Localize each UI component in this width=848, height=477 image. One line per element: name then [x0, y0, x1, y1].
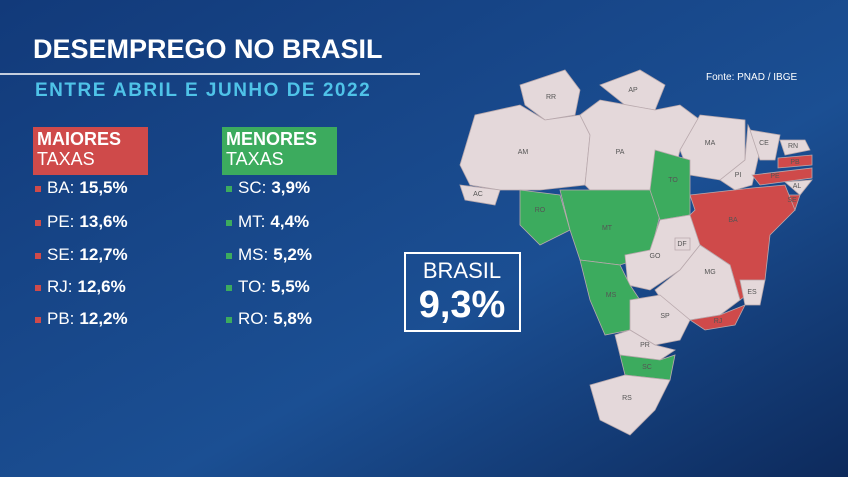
bullet [226, 317, 232, 323]
state-label: PR [640, 342, 650, 349]
national-box [404, 252, 521, 332]
highest-heading: TAXAS [37, 149, 95, 169]
state-label: MG [704, 269, 715, 276]
bullet [226, 285, 232, 291]
rate: 5,8% [273, 309, 312, 328]
bullet [226, 220, 232, 226]
rate: 3,9% [271, 178, 310, 197]
state [459, 104, 591, 191]
list-item: TO: 5,5% [238, 277, 310, 296]
bullet [35, 186, 41, 192]
source: Fonte: PNAD / IBGE [706, 72, 797, 83]
list-item: MS: 5,2% [238, 245, 312, 264]
state [784, 179, 813, 196]
state-code: PB: [47, 309, 74, 328]
state-code: PE: [47, 212, 74, 231]
state-label: PA [616, 149, 625, 156]
rate: 15,5% [79, 178, 127, 197]
state-label: SE [787, 197, 797, 204]
title: DESEMPREGO NO BRASIL [33, 34, 383, 64]
bullet [35, 220, 41, 226]
state [459, 184, 501, 206]
state-label: SC [642, 364, 652, 371]
state-label: MT [602, 225, 613, 232]
state-code: MS: [238, 245, 268, 264]
state-label: PI [735, 172, 742, 179]
subtitle: ENTRE ABRIL E JUNHO DE 2022 [35, 80, 371, 101]
state [674, 237, 691, 251]
state-code: MT: [238, 212, 265, 231]
state-code: SE: [47, 245, 74, 264]
state-label: TO [668, 177, 678, 184]
state-label: RJ [714, 318, 723, 325]
bullet [35, 317, 41, 323]
state-label: MS [606, 292, 617, 299]
bullet [226, 253, 232, 259]
bullet [35, 285, 41, 291]
state [619, 354, 676, 381]
state-label: DF [677, 241, 686, 248]
state [749, 129, 781, 161]
state-label: CE [759, 140, 769, 147]
state [589, 374, 671, 436]
state-label: RR [546, 94, 556, 101]
lowest-heading: TAXAS [226, 149, 284, 169]
state-code: BA: [47, 178, 74, 197]
list-item: PE: 13,6% [47, 212, 128, 231]
state-label: GO [650, 253, 661, 260]
rate: 12,2% [79, 309, 127, 328]
rate: 5,5% [271, 277, 310, 296]
state-label: PB [790, 159, 800, 166]
state-label: AM [518, 149, 529, 156]
list-item: RO: 5,8% [238, 309, 312, 328]
map: RR AP AM PA MA PI CE RN PB PE AL SE BA A… [459, 69, 813, 436]
state-label: PE [770, 173, 780, 180]
list-item: SE: 12,7% [47, 245, 128, 264]
state [688, 304, 746, 331]
state-code: RJ: [47, 277, 73, 296]
list-item: SC: 3,9% [238, 178, 310, 197]
state-label: RO [535, 207, 546, 214]
list-item: PB: 12,2% [47, 309, 128, 328]
list-item: MT: 4,4% [238, 212, 309, 231]
national-rate: 9,3% [419, 284, 506, 326]
bullet [226, 186, 232, 192]
rate: 12,6% [78, 277, 126, 296]
state [739, 279, 766, 306]
state-label: MA [705, 140, 716, 147]
state-label: AC [473, 191, 483, 198]
bullet [35, 253, 41, 259]
rate: 13,6% [79, 212, 127, 231]
state-code: TO: [238, 277, 266, 296]
state [751, 167, 813, 186]
national-label: BRASIL [423, 258, 501, 283]
highest-heading-box [33, 127, 148, 175]
list-item: BA: 15,5% [47, 178, 128, 197]
state [519, 189, 571, 246]
state-label: AL [793, 183, 802, 190]
state-label: ES [747, 289, 757, 296]
state-label: RN [788, 143, 798, 150]
rate: 5,2% [273, 245, 312, 264]
state [519, 69, 581, 121]
rate: 12,7% [79, 245, 127, 264]
state-label: RS [622, 395, 632, 402]
lowest-heading: MENORES [226, 129, 317, 149]
state [599, 69, 666, 111]
state [779, 139, 811, 156]
state [777, 154, 813, 169]
state-label: AP [628, 87, 638, 94]
state-code: SC: [238, 178, 266, 197]
state-label: BA [728, 217, 738, 224]
state-code: RO: [238, 309, 268, 328]
list-item: RJ: 12,6% [47, 277, 126, 296]
lowest-heading-box [222, 127, 337, 175]
rate: 4,4% [270, 212, 309, 231]
state-label: SP [660, 313, 670, 320]
lists: BA: 15,5% PE: 13,6% SE: 12,7% RJ: 12,6%PB: 12,2%… [35, 178, 312, 328]
highest-heading: MAIORES [37, 129, 121, 149]
